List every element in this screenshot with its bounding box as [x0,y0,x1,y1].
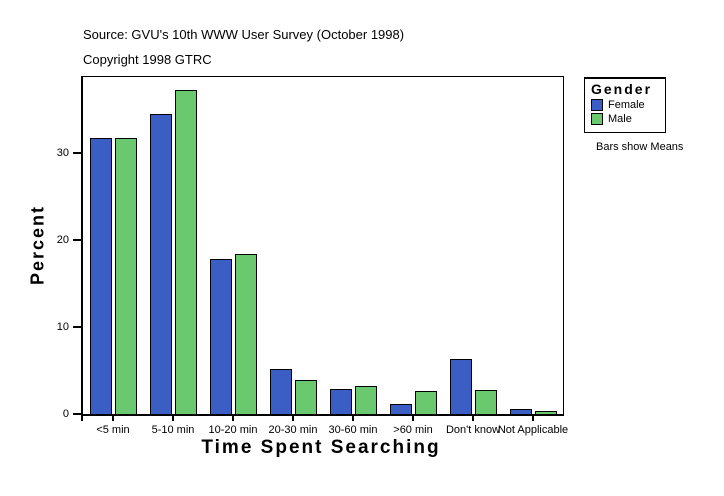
legend: Gender Female Male [584,77,666,133]
y-tick-label-0: 0 [62,408,69,420]
x-axis-title: Time Spent Searching [201,437,441,458]
legend-note: Bars show Means [596,141,684,153]
bar-male-4 [295,380,317,414]
male-color-swatch [591,113,603,125]
copyright-note: Copyright 1998 GTRC [83,52,212,67]
bar-female-8 [510,409,532,414]
bar-male-5 [355,386,377,414]
x-tick-1 [112,414,114,421]
x-tick-7 [472,414,474,421]
bar-female-5 [330,389,352,414]
bar-female-4 [270,369,292,414]
x-category-label-5: 30-60 min [328,424,378,436]
x-tick-4 [292,414,294,421]
legend-title: Gender [591,81,653,97]
bar-male-6 [415,391,437,414]
x-category-label-3: 10-20 min [208,424,258,436]
bar-female-3 [210,259,232,414]
x-tick-3 [232,414,234,421]
y-tick-10 [73,326,82,328]
y-tick-label-10: 10 [56,321,69,333]
bar-female-7 [450,359,472,414]
legend-item-female: Female [591,99,661,111]
bar-male-7 [475,390,497,414]
plot-area: 0 10 20 30 <5 min 5-10 min 10-20 min 20-30 min 3… [57,76,568,436]
legend-items: Female Male [591,99,661,125]
legend-label-male: Male [608,113,632,125]
x-category-label-1: <5 min [96,424,130,436]
y-tick-0 [73,413,82,415]
bar-female-1 [90,138,112,414]
x-category-label-6: >60 min [393,424,433,436]
x-tick-5 [352,414,354,421]
legend-item-male: Male [591,113,661,125]
y-tick-label-20: 20 [56,234,69,246]
x-tick-2 [172,414,174,421]
legend-label-female: Female [608,99,645,111]
y-tick-20 [73,239,82,241]
x-category-label-8: Not Applicable [497,424,569,436]
x-category-label-2: 5-10 min [151,424,195,436]
bar-female-6 [390,404,412,414]
bar-male-8 [535,411,557,414]
bar-female-2 [150,114,172,414]
x-axis-corner-tick [81,414,83,421]
y-tick-label-30: 30 [56,147,69,159]
bar-male-3 [235,254,257,414]
x-category-label-4: 20-30 min [268,424,318,436]
x-tick-6 [412,414,414,421]
source-note: Source: GVU's 10th WWW User Survey (Octo… [83,27,405,42]
y-tick-30 [73,152,82,154]
x-category-label-7: Don't know [445,424,501,436]
female-color-swatch [591,99,603,111]
bar-male-1 [115,138,137,414]
x-tick-8 [532,414,534,421]
bar-male-2 [175,90,197,414]
